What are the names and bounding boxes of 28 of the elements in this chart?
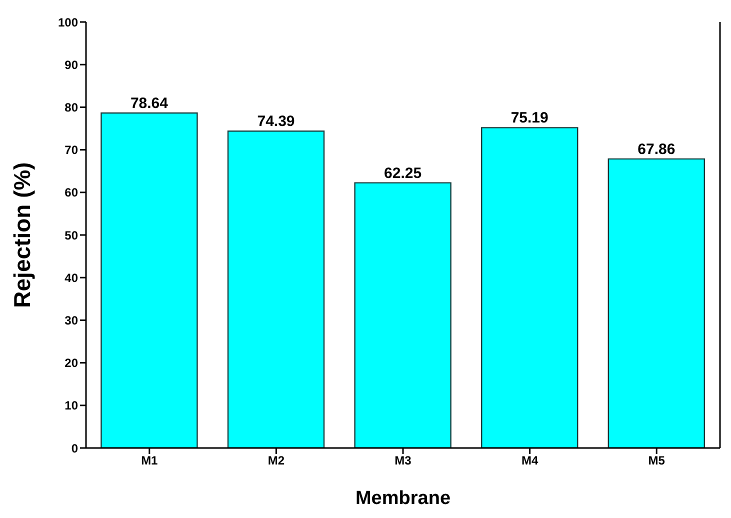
x-axis-title: Membrane [355, 488, 451, 509]
bar [354, 182, 452, 448]
bar [227, 130, 325, 448]
y-tick-label: 10 [64, 398, 78, 413]
data-label: 62.25 [384, 164, 422, 182]
x-tick-label: M5 [648, 454, 666, 468]
data-label: 78.64 [130, 94, 169, 112]
bar [481, 127, 578, 448]
y-axis-title: Rejection (%) [9, 162, 36, 308]
bar [608, 158, 706, 448]
x-tick-label: M3 [394, 454, 412, 468]
y-tick-label: 30 [64, 313, 78, 328]
x-tick-label: M4 [521, 454, 538, 468]
y-tick-label: 100 [58, 15, 78, 30]
data-label: 67.86 [638, 140, 676, 158]
y-tick-label: 60 [64, 186, 78, 200]
data-label: 74.39 [257, 113, 295, 130]
y-tick-label: 0 [71, 441, 78, 456]
bar [100, 112, 198, 448]
y-tick-label: 40 [64, 270, 78, 285]
y-tick-label: 20 [64, 356, 78, 370]
x-tick-label: M1 [141, 454, 158, 468]
y-tick-label: 90 [64, 58, 78, 72]
x-tick-label: M2 [268, 454, 285, 468]
y-tick-label: 70 [64, 143, 78, 158]
data-label: 75.19 [510, 110, 548, 127]
y-tick-label: 50 [64, 228, 78, 242]
y-tick-label: 80 [64, 100, 78, 114]
